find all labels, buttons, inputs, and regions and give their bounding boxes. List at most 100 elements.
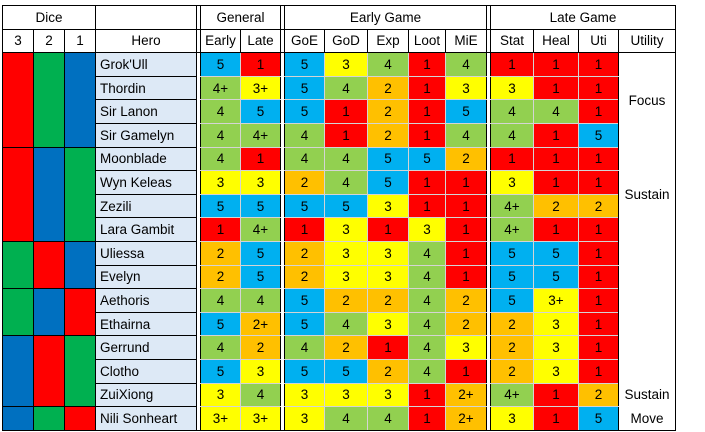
utility-label: Focus [618, 52, 676, 148]
early-game-score-cell: 5 [284, 358, 325, 384]
early-game-score-cell: 4 [445, 122, 487, 148]
column-gap [196, 359, 201, 383]
early-game-score-cell: 3 [324, 217, 368, 242]
general-score-cell: 2 [200, 264, 241, 290]
dice-color-cell-red [2, 52, 34, 148]
dice-col-header: 1 [64, 28, 96, 54]
early-game-score-cell: 2+ [445, 382, 487, 408]
hero-row: Gerrund 4 2 4 2 1 4 3 2 3 1 [2, 335, 676, 408]
hero-row: Wyn Keleas 3 3 2 4 5 1 1 3 1 1 [3, 170, 676, 195]
general-score-cell: 3 [240, 358, 281, 384]
early-game-score-cell: 5 [284, 75, 325, 101]
column-gap [486, 76, 491, 100]
column-gap [280, 241, 285, 266]
utility-column-header: Utility [618, 28, 676, 54]
column-gap [196, 406, 201, 431]
general-score-cell: 3+ [200, 406, 241, 431]
early-game-score-cell: 4 [408, 264, 446, 290]
early-col-header: GoD [324, 28, 368, 54]
dice-color-cell-blue [2, 335, 34, 408]
hero-name: Ethairna [95, 311, 197, 337]
early-game-score-cell: 3 [284, 406, 325, 431]
late-game-score-cell: 1 [533, 170, 579, 195]
early-game-score-cell: 5 [284, 99, 325, 124]
column-gap [486, 52, 491, 77]
general-score-cell: 5 [240, 193, 281, 219]
late-game-score-cell: 1 [578, 170, 619, 195]
column-gap [280, 312, 285, 336]
column-gap [280, 76, 285, 100]
column-gap [280, 170, 285, 195]
late-col-header: Stat [490, 28, 534, 54]
late-game-score-cell: 1 [533, 52, 579, 77]
hero-name: Evelyn [95, 264, 197, 290]
utility-label: Sustain [618, 383, 676, 407]
late-game-score-cell: 2 [490, 311, 534, 337]
early-game-score-cell: 1 [445, 217, 487, 242]
early-game-score-cell: 4 [367, 406, 409, 431]
general-score-cell: 3 [200, 170, 241, 195]
hero-name: ZuiXiong [95, 382, 197, 408]
early-game-score-cell: 2 [324, 288, 368, 313]
early-game-score-cell: 5 [284, 193, 325, 219]
hero-row: Grok'Ull 5 1 5 3 4 1 4 1 1 1 Focus [2, 52, 676, 148]
late-game-score-cell: 3 [490, 170, 534, 195]
column-gap [196, 265, 201, 289]
column-gap [280, 52, 285, 77]
early-game-score-cell: 1 [445, 193, 487, 219]
early-game-score-cell: 4 [324, 170, 368, 195]
early-game-score-cell: 2 [367, 358, 409, 384]
dice-color-cell-blue [33, 146, 65, 242]
late-game-score-cell: 5 [533, 264, 579, 290]
column-gap [486, 335, 491, 360]
general-score-cell: 4+ [240, 122, 281, 148]
hero-name: Wyn Keleas [95, 170, 197, 195]
early-game-score-cell: 4 [324, 75, 368, 101]
general-score-cell: 4 [240, 288, 281, 313]
late-game-group-header: Late Game [490, 5, 676, 30]
general-group-header: General [200, 5, 281, 30]
late-game-score-cell: 1 [490, 146, 534, 172]
hero-row: Ethairna 5 2+ 5 4 3 4 2 2 3 1 [3, 311, 676, 337]
column-gap [280, 288, 285, 313]
general-score-cell: 4 [200, 99, 241, 124]
early-game-score-cell: 4 [408, 288, 446, 313]
hero-name: Nili Sonheart [95, 406, 197, 431]
early-game-score-cell: 1 [367, 217, 409, 242]
dice-color-cell-red [33, 240, 65, 290]
column-gap [486, 194, 491, 218]
early-game-score-cell: 2 [367, 122, 409, 148]
early-col-header: Loot [408, 28, 446, 54]
dice-col-header: 2 [33, 28, 65, 54]
late-game-score-cell: 1 [578, 240, 619, 266]
early-game-score-cell: 4 [408, 335, 446, 360]
late-game-score-cell: 1 [578, 99, 619, 124]
hero-column-header: Hero [95, 28, 197, 54]
early-game-score-cell: 1 [408, 406, 446, 431]
early-game-score-cell: 4 [284, 335, 325, 360]
column-gap [196, 312, 201, 336]
early-game-score-cell: 3 [367, 382, 409, 408]
column-gap [486, 406, 491, 431]
column-gap [280, 383, 285, 407]
late-game-score-cell: 2 [578, 193, 619, 219]
column-gap [196, 52, 201, 77]
dice-color-cell-green [33, 406, 65, 431]
late-game-score-cell: 1 [578, 264, 619, 290]
early-game-score-cell: 2 [445, 146, 487, 172]
early-game-score-cell: 5 [408, 146, 446, 172]
late-game-score-cell: 4+ [490, 382, 534, 408]
general-score-cell: 1 [240, 146, 281, 172]
late-game-score-cell: 2 [578, 382, 619, 408]
general-score-cell: 5 [240, 240, 281, 266]
early-game-score-cell: 4 [284, 122, 325, 148]
early-game-score-cell: 1 [445, 264, 487, 290]
hero-row: Sir Lanon 4 5 5 1 2 1 5 4 4 1 [3, 99, 676, 124]
general-col-header: Late [240, 28, 281, 54]
late-col-header: Uti [578, 28, 619, 54]
column-gap [196, 194, 201, 218]
early-game-group-header: Early Game [284, 5, 487, 30]
hero-row: ZuiXiong 3 4 3 3 3 1 2+ 4+ 1 2 Sustain [3, 382, 676, 408]
early-game-score-cell: 1 [408, 75, 446, 101]
early-game-score-cell: 3 [324, 264, 368, 290]
